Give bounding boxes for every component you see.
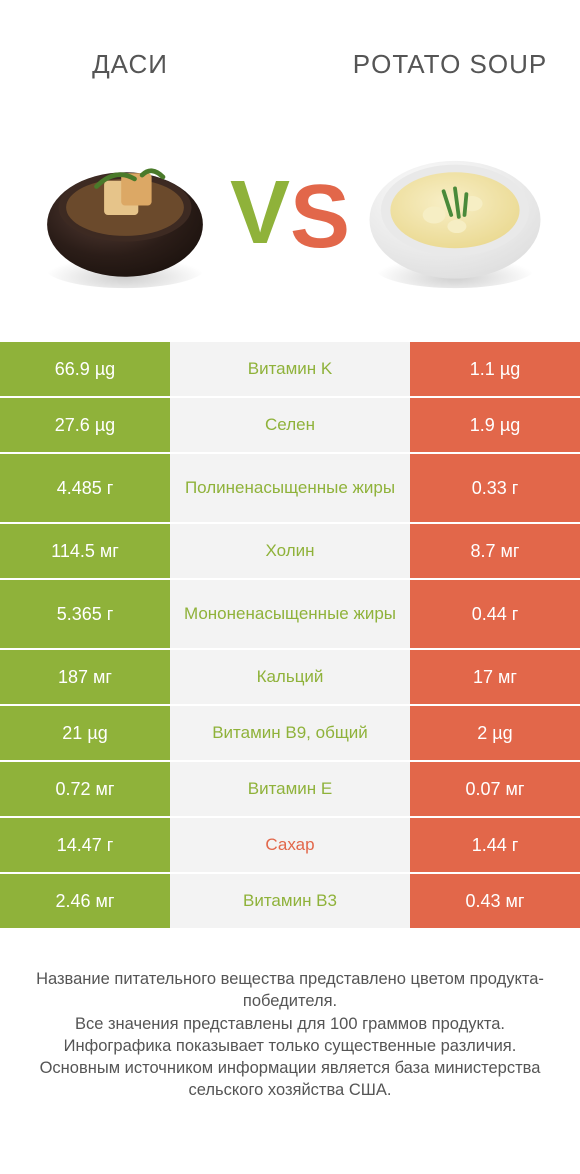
table-row: 2.46 мгВитамин B30.43 мг — [0, 872, 580, 928]
footer-line: Все значения представлены для 100 граммо… — [20, 1013, 560, 1035]
value-left: 5.365 г — [0, 580, 170, 648]
table-row: 187 мгКальций17 мг — [0, 648, 580, 704]
nutrient-name: Селен — [170, 398, 410, 452]
footer-line: Название питательного вещества представл… — [20, 968, 560, 1013]
header-spacer — [260, 20, 320, 110]
value-left: 66.9 µg — [0, 342, 170, 396]
footer-line: Основным источником информации является … — [20, 1057, 560, 1102]
value-left: 0.72 мг — [0, 762, 170, 816]
header: ДАСИ POTATO SOUP — [0, 0, 580, 110]
table-row: 14.47 гСахар1.44 г — [0, 816, 580, 872]
nutrient-name: Витамин B9, общий — [170, 706, 410, 760]
table-row: 27.6 µgСелен1.9 µg — [0, 396, 580, 452]
value-left: 4.485 г — [0, 454, 170, 522]
vs-s: S — [290, 172, 350, 262]
header-left-title: ДАСИ — [0, 20, 260, 110]
nutrient-name: Витамин E — [170, 762, 410, 816]
footer-line: Инфографика показывает только существенн… — [20, 1035, 560, 1057]
value-right: 0.44 г — [410, 580, 580, 648]
nutrient-name: Сахар — [170, 818, 410, 872]
value-left: 14.47 г — [0, 818, 170, 872]
table-row: 4.485 гПолиненасыщенные жиры0.33 г — [0, 452, 580, 522]
food-image-left — [30, 120, 220, 310]
table-row: 114.5 мгХолин8.7 мг — [0, 522, 580, 578]
header-right-title: POTATO SOUP — [320, 20, 580, 110]
value-right: 0.33 г — [410, 454, 580, 522]
value-left: 114.5 мг — [0, 524, 170, 578]
nutrient-name: Витамин B3 — [170, 874, 410, 928]
table-row: 0.72 мгВитамин E0.07 мг — [0, 760, 580, 816]
nutrient-name: Витамин K — [170, 342, 410, 396]
table-row: 66.9 µgВитамин K1.1 µg — [0, 340, 580, 396]
images-row: VS — [0, 110, 580, 340]
value-left: 187 мг — [0, 650, 170, 704]
value-left: 27.6 µg — [0, 398, 170, 452]
nutrient-name: Кальций — [170, 650, 410, 704]
food-image-right — [360, 120, 550, 310]
nutrient-name: Холин — [170, 524, 410, 578]
value-right: 1.44 г — [410, 818, 580, 872]
nutrient-name: Мононенасыщенные жиры — [170, 580, 410, 648]
vs-label: VS — [230, 170, 350, 260]
footer-notes: Название питательного вещества представл… — [0, 928, 580, 1122]
value-right: 8.7 мг — [410, 524, 580, 578]
value-right: 1.1 µg — [410, 342, 580, 396]
value-right: 0.43 мг — [410, 874, 580, 928]
vs-v: V — [230, 168, 290, 258]
value-right: 0.07 мг — [410, 762, 580, 816]
value-left: 2.46 мг — [0, 874, 170, 928]
value-left: 21 µg — [0, 706, 170, 760]
nutrient-name: Полиненасыщенные жиры — [170, 454, 410, 522]
value-right: 2 µg — [410, 706, 580, 760]
table-row: 5.365 гМононенасыщенные жиры0.44 г — [0, 578, 580, 648]
value-right: 1.9 µg — [410, 398, 580, 452]
value-right: 17 мг — [410, 650, 580, 704]
nutrient-table: 66.9 µgВитамин K1.1 µg27.6 µgСелен1.9 µg… — [0, 340, 580, 928]
table-row: 21 µgВитамин B9, общий2 µg — [0, 704, 580, 760]
